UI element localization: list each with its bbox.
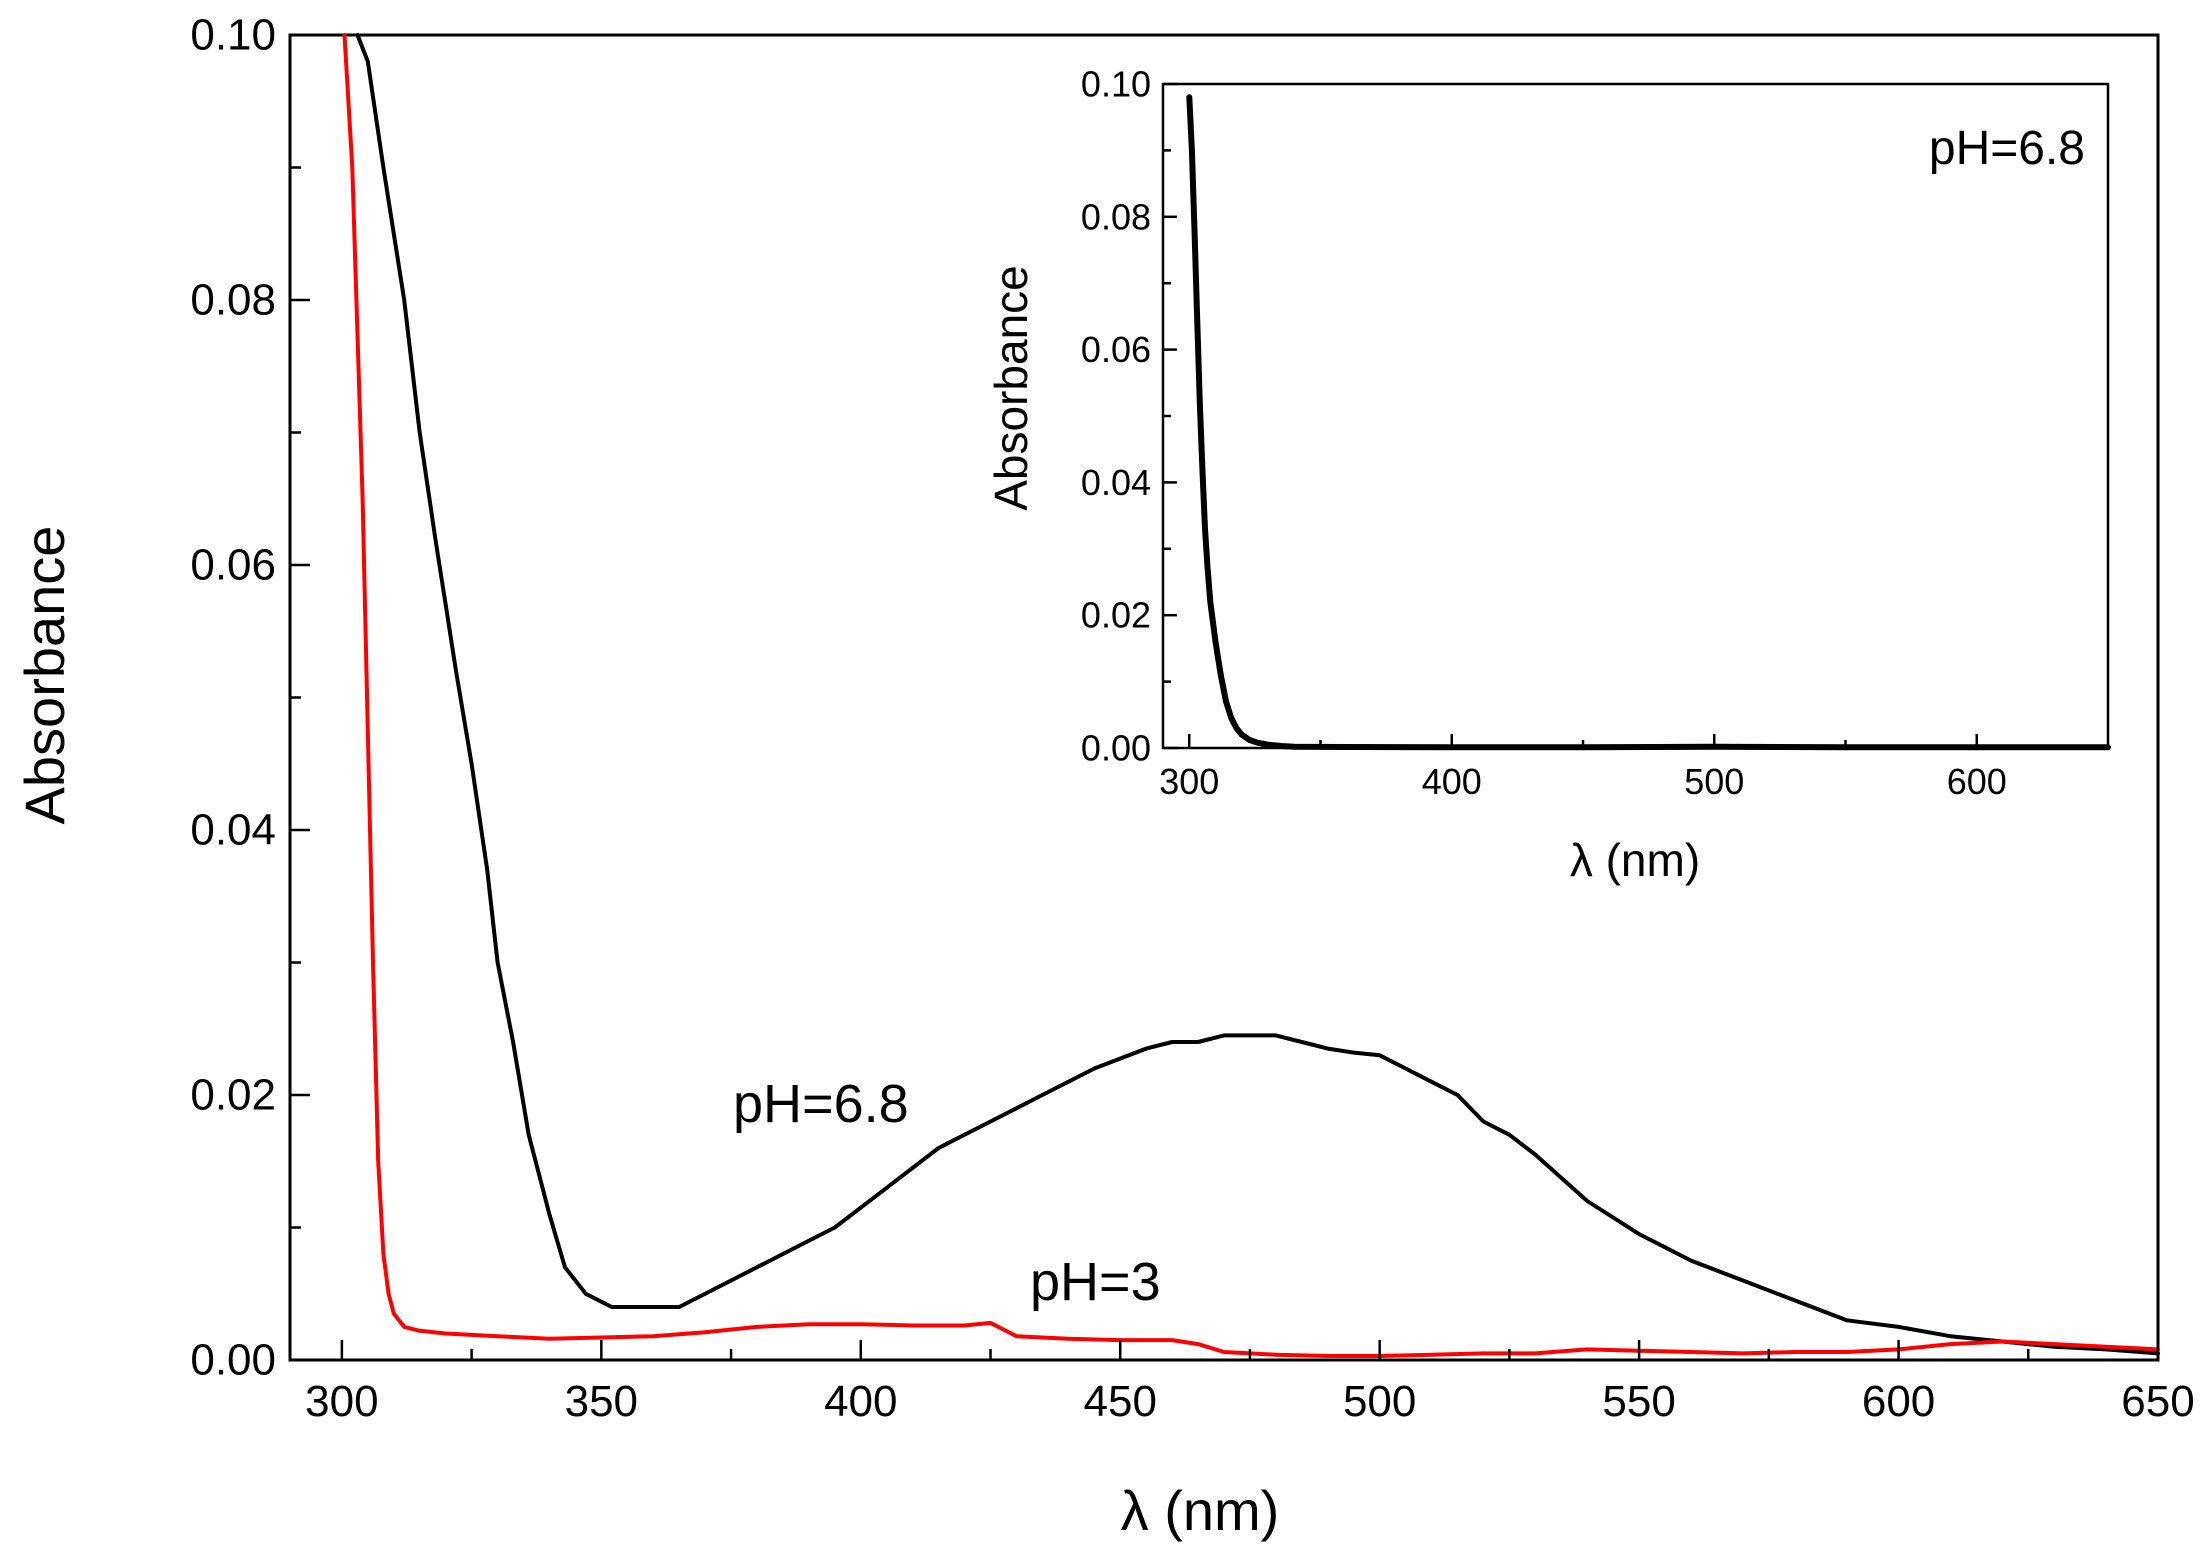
main-x-tick-label: 350 — [565, 1377, 638, 1426]
main-x-tick-label: 600 — [1862, 1377, 1935, 1426]
inset-series-group — [1186, 94, 2111, 751]
inset-x-tick-label: 400 — [1422, 761, 1482, 802]
main-y-tick-label: 0.02 — [190, 1071, 276, 1120]
main-y-tick-label: 0.10 — [190, 11, 276, 60]
inset-x-tick-label: 500 — [1684, 761, 1744, 802]
main-ticks-group: 300 350 400 450 500 550 600 650 0.00 0.02 0.04 0.06… — [190, 11, 2194, 1427]
inset-x-tick-label: 600 — [1947, 761, 2007, 802]
main-y-tick-label: 0.06 — [190, 541, 276, 590]
main-x-tick-label: 500 — [1343, 1377, 1416, 1426]
annotation-ph-6-8: pH=6.8 — [733, 1074, 909, 1134]
main-x-axis-title: λ (nm) — [1121, 1479, 1280, 1542]
main-y-tick-label: 0.04 — [190, 806, 276, 855]
inset-y-tick-label: 0.10 — [1081, 64, 1151, 105]
inset-y-tick-label: 0.06 — [1081, 329, 1151, 370]
main-y-tick-label: 0.00 — [190, 1336, 276, 1385]
inset-x-tick-label: 300 — [1159, 761, 1219, 802]
inset-plot-panel: 300 400 500 600 0.00 0.02 0.04 0.06 0.08 0.10 λ (… — [985, 64, 2111, 886]
inset-annotation-ph-6-8: pH=6.8 — [1929, 122, 2085, 175]
main-x-tick-label: 550 — [1602, 1377, 1675, 1426]
inset-series-line-ph-6-8 — [1186, 94, 2111, 751]
inset-y-tick-label: 0.04 — [1081, 462, 1151, 503]
inset-y-tick-label: 0.02 — [1081, 595, 1151, 636]
inset-y-tick-label: 0.00 — [1081, 728, 1151, 769]
main-x-tick-label: 300 — [305, 1377, 378, 1426]
inset-y-axis-title: Absorbance — [985, 265, 1037, 511]
main-y-axis-title: Absorbance — [13, 526, 76, 825]
main-x-tick-label: 650 — [2121, 1377, 2194, 1426]
inset-x-axis-title: λ (nm) — [1570, 834, 1700, 886]
main-plot-panel: 300 350 400 450 500 550 600 650 0.00 0.02 0.04 0.06… — [13, 11, 2195, 1543]
inset-y-tick-label: 0.08 — [1081, 196, 1151, 237]
annotation-ph-3: pH=3 — [1030, 1252, 1161, 1312]
main-y-tick-label: 0.08 — [190, 276, 276, 325]
main-x-tick-label: 400 — [824, 1377, 897, 1426]
inset-ticks-group: 300 400 500 600 0.00 0.02 0.04 0.06 0.08 0.10 — [1081, 64, 2007, 803]
main-x-tick-label: 450 — [1084, 1377, 1157, 1426]
main-series-line-ph-6-8 — [355, 33, 2160, 1356]
inset-plot-background — [1163, 84, 2108, 748]
